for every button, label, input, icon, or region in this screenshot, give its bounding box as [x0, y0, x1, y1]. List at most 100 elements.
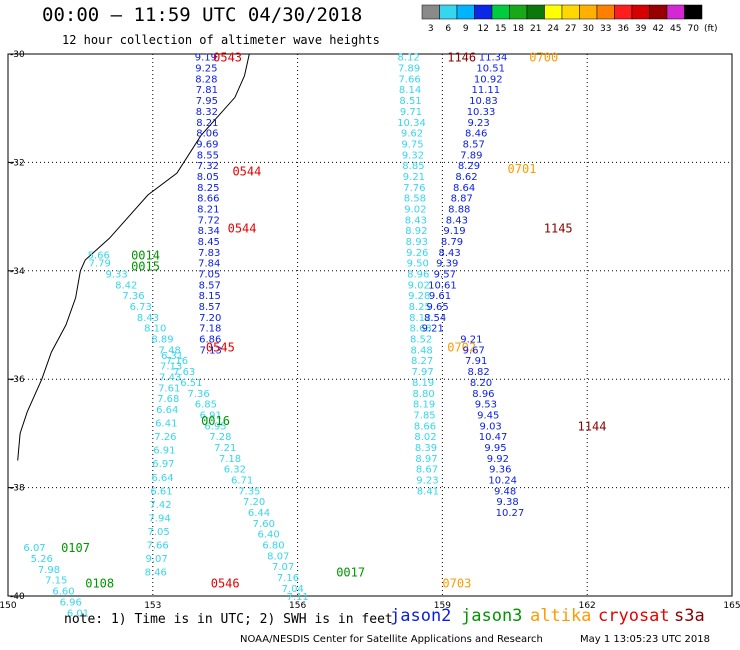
wave-height-value: 8.63	[410, 324, 432, 335]
scale-swatch	[684, 4, 703, 20]
wave-height-value: 9.26	[406, 248, 428, 259]
wave-height-value: 8.57	[199, 280, 221, 291]
wave-height-value: 7.11	[286, 592, 308, 603]
wave-height-value: 11.11	[472, 85, 501, 96]
wave-height-value: 8.43	[446, 215, 468, 226]
y-tick-label: -38	[10, 484, 25, 494]
wave-height-value: 8.51	[399, 96, 421, 107]
scale-label: 33	[600, 24, 611, 34]
wave-height-value: 6.64	[156, 405, 178, 416]
wave-height-value: 7.98	[38, 565, 60, 576]
wave-height-value: 8.82	[467, 367, 489, 378]
pass-time-label: 0016	[201, 414, 230, 428]
wave-height-value: 9.62	[401, 129, 423, 140]
wave-height-value: 7.26	[154, 432, 176, 443]
wave-height-value: 8.06	[196, 129, 218, 140]
wave-height-value: 7.16	[166, 356, 188, 367]
wave-height-value: 8.43	[137, 313, 159, 324]
wave-height-value: 7.91	[465, 356, 487, 367]
wave-height-value: 7.35	[238, 486, 260, 497]
wave-height-value: 9.25	[195, 64, 217, 75]
wave-height-value: 7.68	[157, 394, 179, 405]
wave-height-value: 8.25	[197, 183, 219, 194]
scale-label: 21	[530, 24, 541, 34]
wave-height-value: 9.19	[195, 53, 217, 64]
wave-height-value: 9.23	[467, 118, 489, 129]
scale-swatch	[456, 4, 475, 20]
scale-swatch	[526, 4, 545, 20]
wave-height-value: 8.64	[453, 183, 475, 194]
wave-height-value: 6.40	[258, 530, 280, 541]
wave-height-value: 8.12	[409, 313, 431, 324]
wave-height-value: 9.19	[443, 226, 465, 237]
wave-height-value: 7.89	[398, 64, 420, 75]
scale-label: 30	[583, 24, 595, 34]
wave-height-value: 8.10	[144, 324, 166, 335]
wave-height-value: 9.36	[489, 465, 511, 476]
generated-timestamp: May 1 13:05:23 UTC 2018	[580, 634, 710, 645]
scale-label: 39	[635, 24, 647, 34]
scale-label: 12	[478, 24, 489, 34]
pass-time-label: 1145	[544, 221, 573, 235]
wave-height-value: 6.96	[60, 597, 82, 608]
wave-height-value: 7.83	[198, 248, 220, 259]
wave-height-value: 9.48	[494, 486, 516, 497]
wave-height-value: 8.12	[397, 53, 419, 64]
wave-height-value: 7.84	[198, 259, 220, 270]
wave-height-value: 9.02	[408, 280, 430, 291]
x-tick-label: 165	[723, 601, 740, 611]
pass-time-label: 0703	[442, 576, 471, 590]
wave-height-value: 7.36	[188, 389, 210, 400]
wave-height-value: 8.46	[145, 568, 167, 579]
scale-swatch	[491, 4, 510, 20]
wave-height-value: 8.41	[417, 486, 439, 497]
wave-height-value: 8.27	[411, 356, 433, 367]
pass-time-label: 0700	[529, 51, 558, 65]
pass-time-label: 0107	[61, 541, 90, 555]
scale-label: 42	[653, 24, 664, 34]
wave-height-value: 6.51	[180, 378, 202, 389]
pass-time-label: 0544	[232, 165, 261, 179]
wave-height-value: 10.51	[476, 64, 505, 75]
wave-height-value: 6.07	[23, 543, 45, 554]
pass-time-label: 1144	[578, 419, 607, 433]
wave-height-value: 9.02	[404, 204, 426, 215]
wave-height-value: 7.36	[122, 291, 144, 302]
footer-note: note: 1) Time is in UTC; 2) SWH is in fe…	[64, 612, 393, 627]
wave-height-value: 8.39	[415, 443, 437, 454]
wave-height-value: 6.61	[150, 486, 172, 497]
wave-height-value: 8.46	[465, 129, 487, 140]
color-scale-legend: 3 6 9 12 15 18 21 24 27 30 33 36 39 42 45 70 (ft)	[421, 4, 718, 34]
wave-height-value: 8.79	[441, 237, 463, 248]
wave-height-value: 8.54	[424, 313, 446, 324]
wave-height-value: 8.66	[197, 194, 219, 205]
wave-height-value: 7.18	[199, 324, 221, 335]
scale-swatch	[544, 4, 563, 20]
wave-height-value: 9.39	[436, 259, 458, 270]
satellite-altika: altika	[530, 606, 592, 626]
wave-height-value: 8.85	[402, 161, 424, 172]
wave-height-value: 7.07	[272, 562, 294, 573]
scale-swatch	[561, 4, 580, 20]
wave-height-value: 8.87	[451, 194, 473, 205]
wave-height-value: 6.86	[199, 335, 221, 346]
scale-label: 6	[445, 24, 451, 34]
wave-height-value: 7.72	[198, 215, 220, 226]
wave-height-value: 8.19	[412, 378, 434, 389]
wave-height-value: 8.96	[407, 270, 429, 281]
wave-height-value: 7.13	[200, 345, 222, 356]
wave-height-value: 8.92	[405, 226, 427, 237]
wave-height-value: 8.19	[413, 400, 435, 411]
pass-time-label: 0702	[447, 341, 476, 355]
scale-swatch	[509, 4, 528, 20]
wave-height-value: 9.23	[416, 475, 438, 486]
wave-height-value: 7.79	[89, 259, 111, 270]
wave-height-value: 8.34	[198, 226, 220, 237]
wave-height-value: 9.33	[105, 270, 127, 281]
wave-height-value: 6.31	[161, 351, 183, 362]
wave-height-value: 7.13	[160, 362, 182, 373]
wave-height-value: 6.91	[153, 446, 175, 457]
wave-height-value: 8.52	[410, 335, 432, 346]
pass-time-label: 0108	[85, 576, 114, 590]
scale-swatch	[579, 4, 598, 20]
